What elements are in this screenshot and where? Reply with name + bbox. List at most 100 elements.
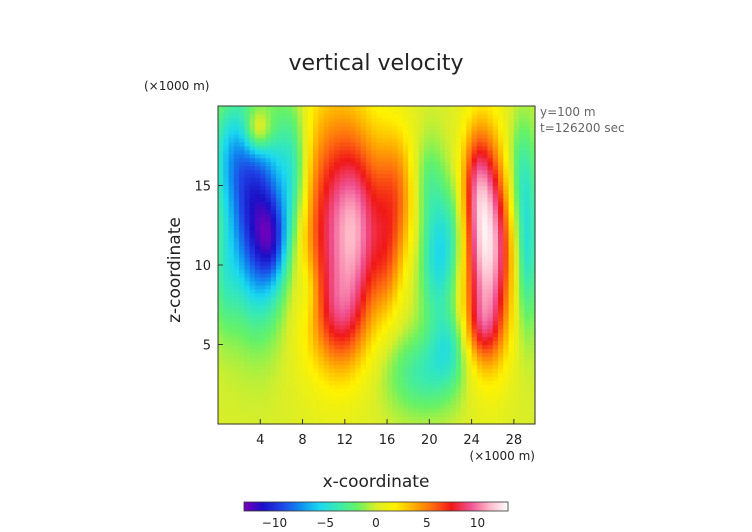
heatmap-cell <box>402 189 409 195</box>
heatmap-cell <box>318 237 325 242</box>
heatmap-cell <box>233 106 240 111</box>
heatmap-cell <box>286 201 293 206</box>
heatmap-cell <box>529 109 536 115</box>
heatmap-cell <box>276 265 282 270</box>
heatmap-cell <box>413 177 420 183</box>
heatmap-cell <box>307 324 314 330</box>
heatmap-cell <box>429 388 436 393</box>
heatmap-cell <box>508 408 515 413</box>
heatmap-cell <box>524 169 531 175</box>
heatmap-cell <box>402 284 409 290</box>
heatmap-cell <box>365 356 372 361</box>
heatmap-cell <box>476 348 483 354</box>
heatmap-cell <box>313 404 319 409</box>
heatmap-cell <box>434 328 441 334</box>
heatmap-cell <box>471 324 478 330</box>
heatmap-cell <box>339 372 346 377</box>
heatmap-cell <box>376 213 383 218</box>
heatmap-cell <box>328 249 335 254</box>
heatmap-cell <box>334 106 341 111</box>
heatmap-cell <box>476 308 483 314</box>
heatmap-cell <box>223 316 230 322</box>
heatmap-cell <box>524 364 531 369</box>
heatmap-cell <box>524 304 531 310</box>
heatmap-cell <box>249 340 256 346</box>
heatmap-cell <box>519 288 526 294</box>
heatmap-cell <box>318 404 325 409</box>
heatmap-cell <box>402 201 409 206</box>
heatmap-cell <box>408 257 415 262</box>
heatmap-cell <box>291 360 298 365</box>
heatmap-cell <box>302 229 309 234</box>
heatmap-cell <box>334 344 341 350</box>
heatmap-cell <box>445 145 452 151</box>
heatmap-cell <box>487 109 494 115</box>
heatmap-cell <box>503 197 510 202</box>
heatmap-cell <box>434 384 441 389</box>
heatmap-cell <box>381 344 388 350</box>
heatmap-cell <box>244 229 251 234</box>
heatmap-cell <box>371 384 378 389</box>
heatmap-cell <box>302 268 309 274</box>
heatmap-cell <box>482 113 489 119</box>
heatmap-cell <box>350 145 356 151</box>
heatmap-cell <box>265 113 272 119</box>
heatmap-cell <box>223 376 230 381</box>
heatmap-cell <box>276 229 282 234</box>
heatmap-cell <box>439 408 446 413</box>
heatmap-cell <box>344 296 351 302</box>
heatmap-cell <box>402 169 409 175</box>
heatmap-cell <box>307 261 314 266</box>
heatmap-cell <box>307 280 314 286</box>
heatmap-cell <box>318 221 325 226</box>
heatmap-cell <box>233 340 240 346</box>
heatmap-cell <box>455 233 462 238</box>
heatmap-cell <box>239 209 246 214</box>
heatmap-cell <box>413 344 420 350</box>
heatmap-cell <box>466 177 473 183</box>
heatmap-cell <box>291 117 298 123</box>
heatmap-cell <box>461 412 467 417</box>
heatmap-cell <box>471 336 478 342</box>
heatmap-cell <box>471 253 478 258</box>
heatmap-cell <box>381 157 388 163</box>
heatmap-cell <box>476 237 483 242</box>
heatmap-cell <box>286 320 293 326</box>
heatmap-cell <box>313 153 319 159</box>
heatmap-cell <box>461 312 467 318</box>
heatmap-cell <box>439 332 446 338</box>
heatmap-cell <box>360 201 367 206</box>
heatmap-cell <box>218 109 224 115</box>
heatmap-cell <box>334 296 341 302</box>
heatmap-cell <box>492 328 499 334</box>
heatmap-cell <box>233 181 240 187</box>
heatmap-cell <box>323 109 330 115</box>
heatmap-cell <box>339 145 346 151</box>
heatmap-cell <box>334 153 341 159</box>
heatmap-cell <box>476 300 483 306</box>
heatmap-cell <box>244 328 251 334</box>
heatmap-cell <box>503 157 510 163</box>
heatmap-cell <box>381 336 388 342</box>
heatmap-cell <box>434 320 441 326</box>
heatmap-cell <box>223 308 230 314</box>
heatmap-cell <box>291 268 298 274</box>
heatmap-cell <box>270 241 277 246</box>
heatmap-cell <box>503 241 510 246</box>
heatmap-cell <box>450 328 457 334</box>
heatmap-cell <box>424 229 430 234</box>
heatmap-cell <box>334 408 341 413</box>
heatmap-cell <box>291 221 298 226</box>
heatmap-cell <box>265 332 272 338</box>
heatmap-cell <box>397 356 404 361</box>
heatmap-cell <box>276 225 282 230</box>
heatmap-cell <box>482 253 489 258</box>
heatmap-cell <box>360 197 367 202</box>
heatmap-cell <box>450 173 457 179</box>
heatmap-cell <box>376 360 383 365</box>
heatmap-cell <box>260 364 267 369</box>
heatmap-cell <box>434 109 441 115</box>
heatmap-cell <box>519 169 526 175</box>
heatmap-cell <box>233 257 240 262</box>
heatmap-cell <box>482 368 489 373</box>
